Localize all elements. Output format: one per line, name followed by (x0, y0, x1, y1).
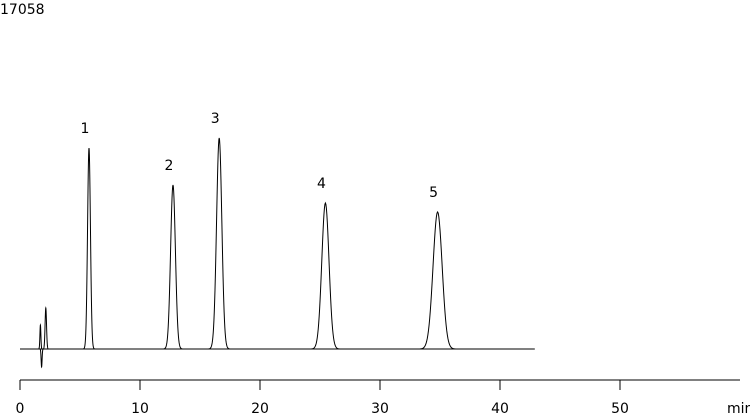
peak-label: 4 (317, 176, 326, 192)
peak (208, 137, 230, 350)
chart-title: 17058 (0, 2, 45, 18)
x-tick-label: 0 (16, 401, 25, 415)
x-axis-label: min (727, 401, 750, 415)
peak-label: 2 (165, 158, 174, 174)
peak (419, 210, 456, 350)
x-tick-label: 10 (131, 401, 149, 415)
x-tick-label: 20 (251, 401, 269, 415)
x-tick-label: 50 (611, 401, 629, 415)
peak-label: 5 (429, 185, 438, 201)
peak (163, 184, 183, 350)
peak (310, 201, 340, 350)
peak (42, 306, 49, 350)
x-tick-label: 30 (371, 401, 389, 415)
peak-label: 1 (81, 121, 90, 137)
peak (39, 348, 44, 369)
x-tick-label: 40 (491, 401, 509, 415)
peak (38, 323, 43, 350)
peak-label: 3 (211, 111, 220, 127)
peak (83, 147, 95, 350)
